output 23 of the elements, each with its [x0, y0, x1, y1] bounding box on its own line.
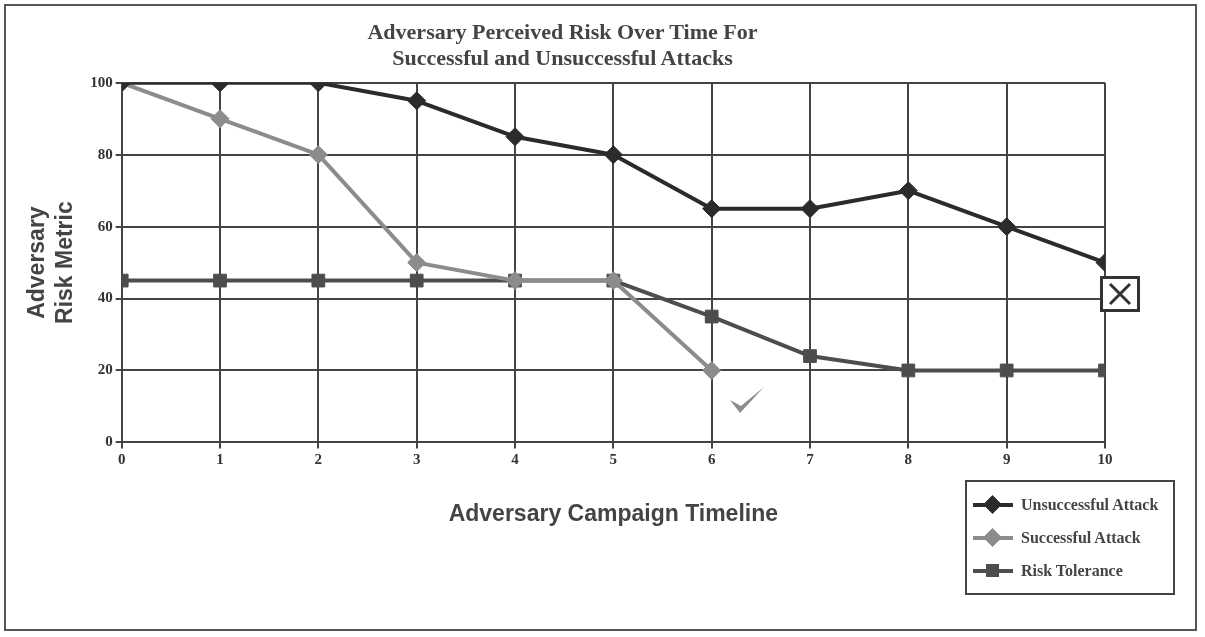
x-tick-label: 10 [1097, 451, 1113, 468]
x-tick-label: 3 [412, 451, 421, 468]
y-tick-label: 40 [97, 289, 113, 306]
x-tick-label: 7 [806, 451, 815, 468]
y-tick-label: 60 [97, 217, 113, 234]
x-tick-label: 1 [216, 451, 224, 468]
x-tick-label: 2 [314, 451, 323, 468]
y-axis-title: Adversary Risk Metric [23, 201, 77, 324]
y-tick-label: 20 [97, 361, 113, 378]
chart-title: Adversary Perceived Risk Over Time For Successful and Unsuccessful Attacks [367, 18, 758, 71]
y-tick-label: 100 [90, 73, 113, 90]
y-tick-label: 0 [105, 433, 113, 450]
y-tick-label: 80 [97, 145, 113, 162]
x-axis-title: Adversary Campaign Timeline [448, 499, 779, 526]
x-tick-label: 9 [1002, 451, 1011, 468]
legend-label: Unsuccessful Attack [1021, 495, 1159, 514]
x-tick-label: 5 [609, 451, 618, 468]
x-tick-label: 0 [117, 451, 126, 468]
legend-label: Risk Tolerance [1021, 561, 1123, 580]
x-tick-label: 8 [904, 451, 913, 468]
x-tick-label: 4 [511, 451, 520, 468]
legend-label: Successful Attack [1021, 528, 1141, 547]
x-tick-label: 6 [707, 451, 716, 468]
